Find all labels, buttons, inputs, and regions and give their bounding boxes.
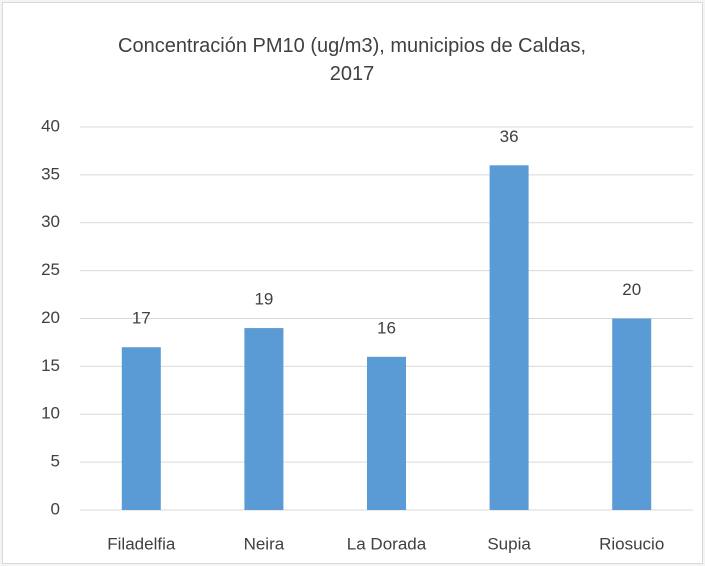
y-tick-label: 5 (51, 452, 60, 471)
y-tick-label: 40 (41, 116, 60, 135)
bar (367, 356, 406, 510)
y-tick-label: 25 (41, 260, 60, 279)
data-label: 19 (254, 290, 273, 309)
data-label: 17 (132, 309, 151, 328)
x-tick-label: La Dorada (347, 534, 427, 553)
bar (612, 318, 652, 510)
y-tick-label: 20 (41, 308, 60, 327)
y-tick-label: 10 (41, 404, 60, 423)
y-tick-label: 15 (41, 356, 60, 375)
y-tick-label: 35 (41, 164, 60, 183)
data-label: 20 (622, 280, 641, 299)
data-label: 16 (377, 318, 396, 337)
x-tick-label: Riosucio (599, 534, 664, 553)
bar (489, 165, 529, 511)
bar (244, 328, 284, 510)
y-tick-label: 30 (41, 212, 60, 231)
x-tick-label: Filadelfia (107, 534, 176, 553)
x-tick-label: Neira (244, 534, 285, 553)
x-tick-label: Supia (487, 534, 531, 553)
data-label: 36 (500, 127, 519, 146)
y-tick-label: 0 (51, 499, 60, 518)
chart-title: Concentración PM10 (ug/m3), municipios d… (118, 35, 586, 85)
bar (121, 347, 161, 510)
